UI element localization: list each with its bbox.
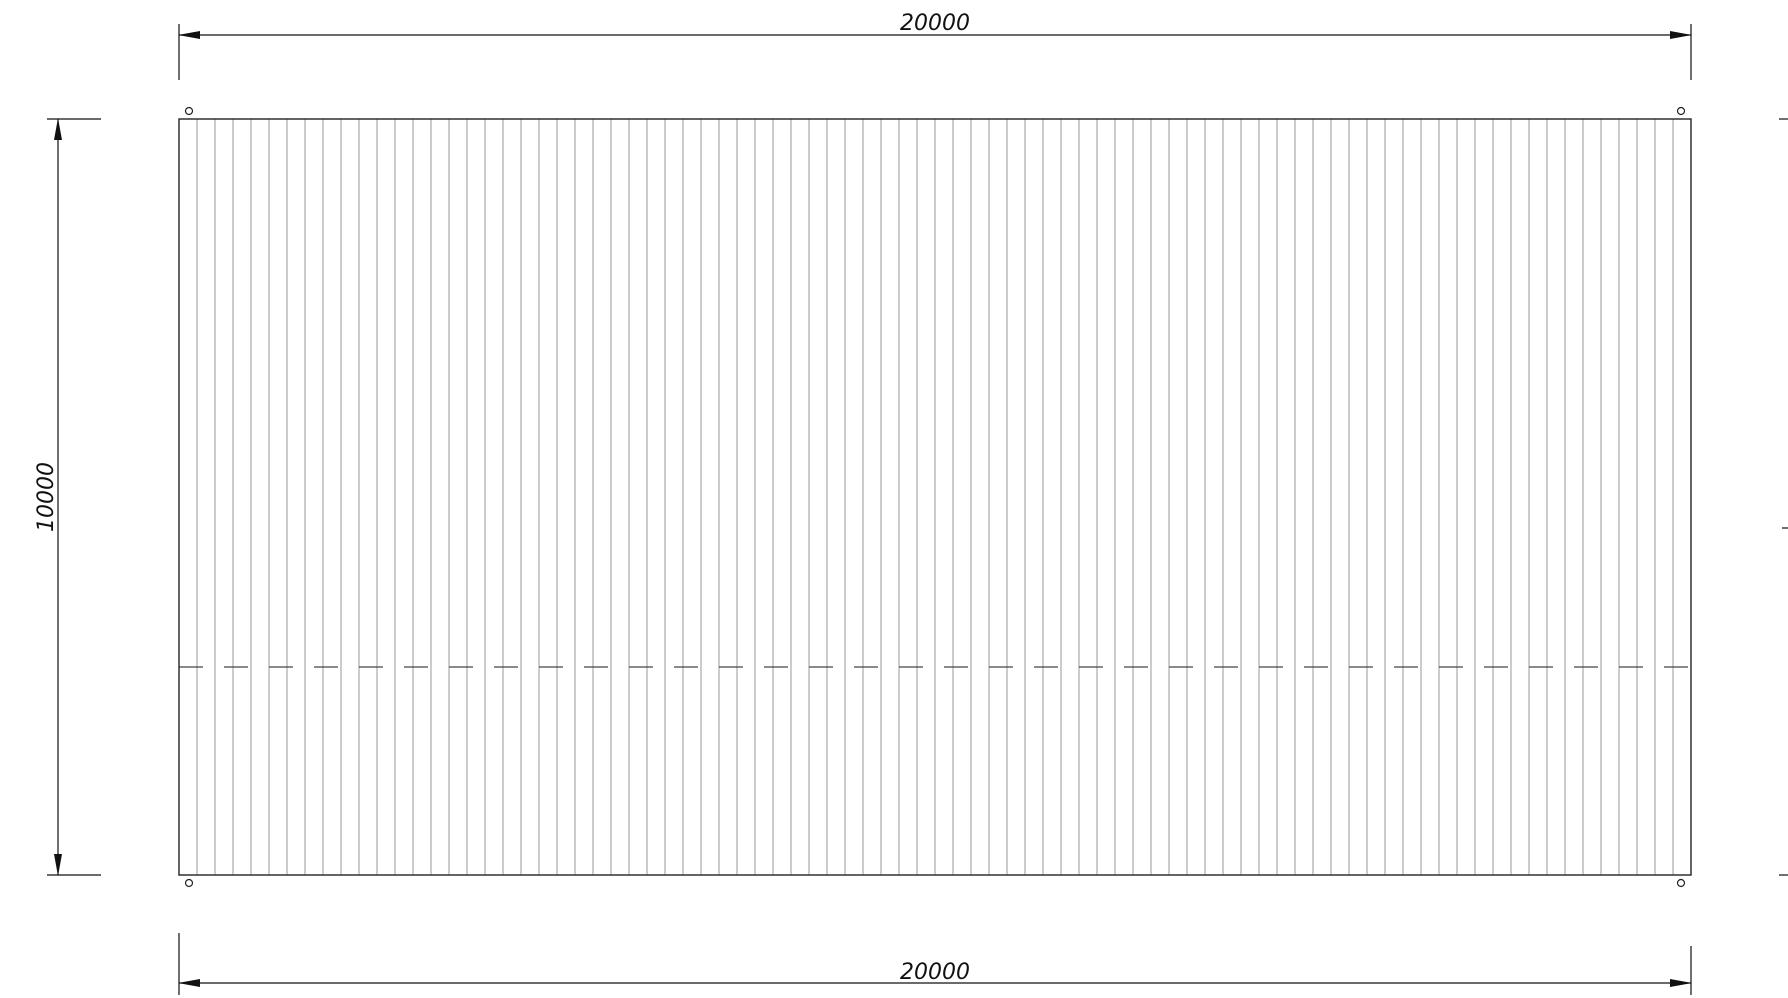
top-width-dimension: 20000 [178,11,1692,80]
left-height-label: 10000 [34,462,59,532]
left-height-dimension: 10000 [34,118,101,876]
top-width-label: 20000 [900,11,970,36]
right-edge-partial-marks [1779,118,1788,876]
corner-marker-top-left [184,106,194,116]
corner-marker-bottom-left [184,878,194,888]
plan-outline [178,118,1692,876]
bottom-width-dimension: 20000 [178,933,1692,995]
corner-marker-bottom-right [1676,878,1686,888]
corner-marker-top-right [1676,106,1686,116]
bottom-width-label: 20000 [900,960,970,985]
panel-seam-lines [196,119,1674,875]
